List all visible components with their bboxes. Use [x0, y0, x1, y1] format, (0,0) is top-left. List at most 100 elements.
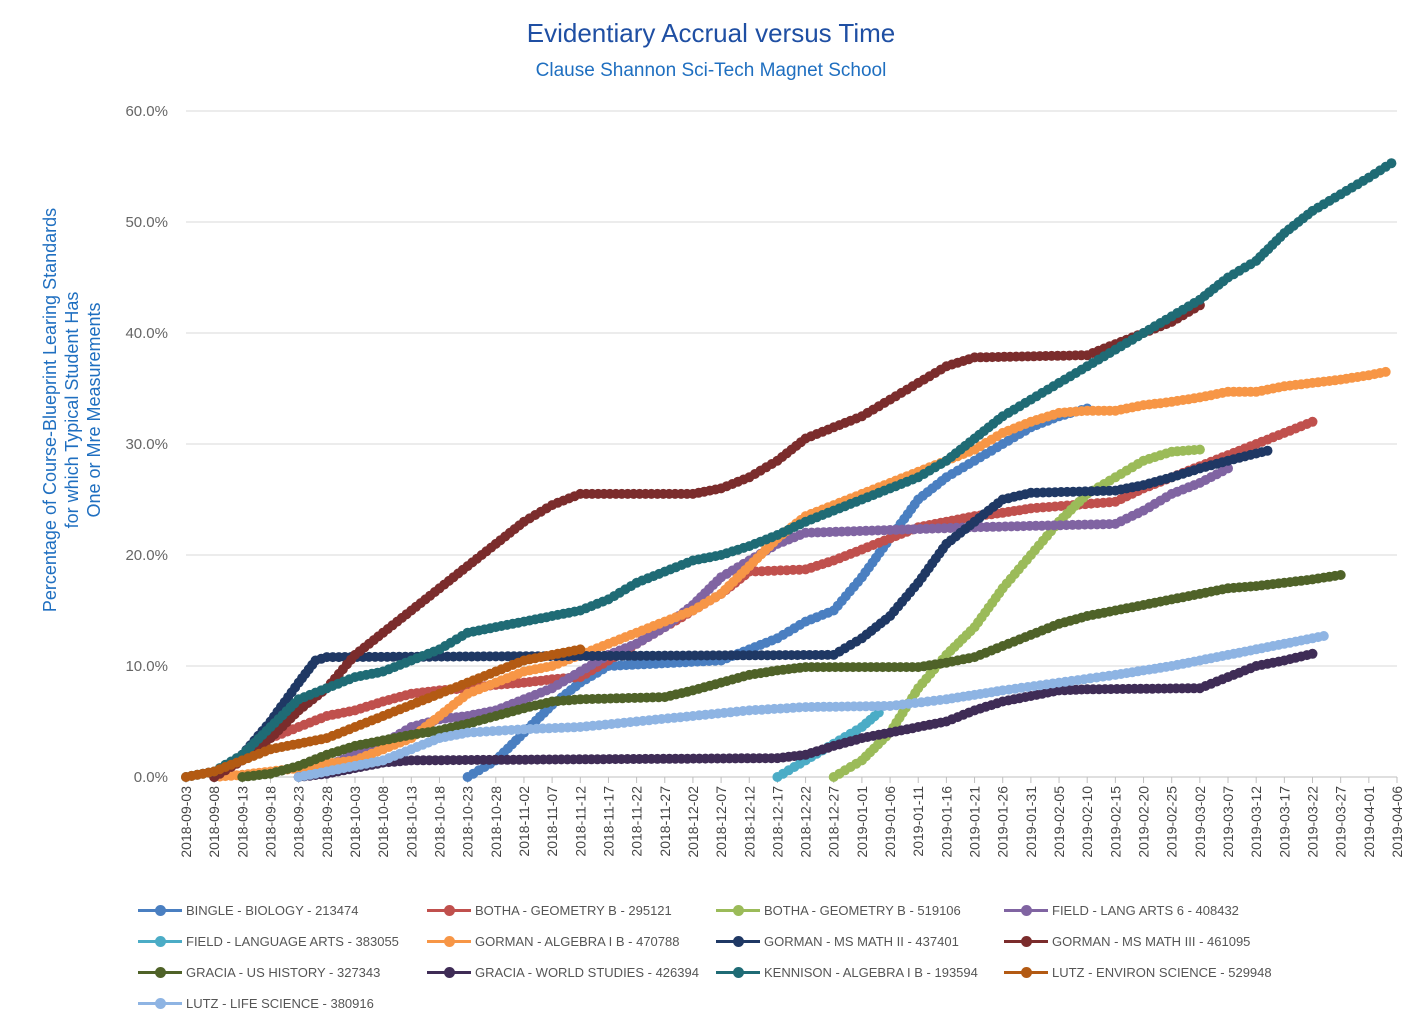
x-tick-label: 2018-11-17	[600, 786, 616, 857]
series-layer	[181, 158, 1397, 782]
legend-item: LUTZ - LIFE SCIENCE - 380916	[138, 993, 374, 1013]
legend-item: GRACIA - US HISTORY - 327343	[138, 962, 380, 982]
x-tick-label: 2018-09-28	[319, 786, 335, 858]
legend-label: LUTZ - ENVIRON SCIENCE - 529948	[1052, 964, 1272, 980]
x-tick-label: 2018-10-03	[347, 786, 363, 858]
legend-label: FIELD - LANGUAGE ARTS - 383055	[186, 933, 399, 949]
legend-item: GORMAN - MS MATH III - 461095	[1004, 931, 1250, 951]
legend-label: GRACIA - US HISTORY - 327343	[186, 964, 381, 980]
legend-label: GORMAN - MS MATH II - 437401	[764, 933, 959, 949]
legend-label: BINGLE - BIOLOGY - 213474	[186, 902, 359, 918]
series-marker	[1380, 366, 1391, 377]
x-tick-label: 2018-09-23	[291, 786, 307, 858]
legend-swatch	[716, 931, 760, 951]
x-tick-label: 2018-09-13	[234, 786, 250, 858]
x-tick-label: 2018-12-07	[713, 786, 729, 858]
series-marker	[575, 644, 586, 655]
legend-swatch	[427, 900, 471, 920]
legend-label: BOTHA - GEOMETRY B - 295121	[475, 902, 672, 918]
legend-swatch	[716, 962, 760, 982]
x-tick-label: 2019-02-10	[1079, 786, 1095, 858]
y-tick-label: 50.0%	[125, 214, 168, 231]
legend-label: GRACIA - WORLD STUDIES - 426394	[475, 964, 699, 980]
x-tick-label: 2019-04-06	[1389, 786, 1405, 858]
x-tick-label: 2018-12-27	[826, 786, 842, 858]
series-marker	[1318, 631, 1329, 641]
y-tick-label: 0.0%	[134, 769, 168, 786]
axes: 0.0% 10.0% 20.0% 30.0% 40.0% 50.0% 60.0% 2018-0…	[125, 103, 1405, 858]
legend-item: GORMAN - ALGEBRA I B - 470788	[427, 931, 679, 951]
legend-item: BOTHA - GEOMETRY B - 519106	[716, 900, 961, 920]
x-tick-label: 2019-03-07	[1220, 786, 1236, 858]
x-tick-label: 2018-10-08	[375, 786, 391, 858]
x-tick-label: 2019-01-01	[854, 786, 870, 858]
series-marker	[1194, 444, 1205, 455]
x-tick-label: 2019-01-06	[882, 786, 898, 858]
legend-item: FIELD - LANGUAGE ARTS - 383055	[138, 931, 399, 951]
x-tick-label: 2018-10-18	[431, 786, 447, 858]
legend-swatch	[716, 900, 760, 920]
legend-swatch	[1004, 962, 1048, 982]
x-tick-label: 2018-11-02	[516, 786, 532, 857]
chart-plot: 0.0% 10.0% 20.0% 30.0% 40.0% 50.0% 60.0% 2018-0…	[125, 103, 1405, 858]
series-marker	[1386, 158, 1397, 169]
x-tick-label: 2018-11-22	[629, 786, 645, 857]
y-tick-label: 30.0%	[125, 436, 168, 453]
series-11	[181, 158, 1397, 782]
x-tick-label: 2018-12-02	[685, 786, 701, 858]
y-tick-label: 20.0%	[125, 547, 168, 564]
series-8	[209, 300, 1205, 782]
legend-swatch	[138, 900, 182, 920]
series-marker	[1307, 648, 1318, 659]
y-tick-label: 40.0%	[125, 325, 168, 342]
x-tick-label: 2018-12-22	[798, 786, 814, 858]
series-13	[293, 631, 1329, 782]
x-tick-label: 2019-03-02	[1192, 786, 1208, 858]
legend-swatch	[427, 962, 471, 982]
x-tick-label: 2019-02-15	[1107, 786, 1123, 858]
x-tick-label: 2018-12-17	[769, 786, 785, 858]
series-marker	[1335, 570, 1346, 580]
legend-item: BOTHA - GEOMETRY B - 295121	[427, 900, 672, 920]
x-tick-label: 2018-11-27	[657, 786, 673, 857]
series-9	[237, 570, 1346, 782]
legend-item: GORMAN - MS MATH II - 437401	[716, 931, 959, 951]
legend-label: KENNISON - ALGEBRA I B - 193594	[764, 964, 978, 980]
x-tick-label: 2018-11-12	[572, 786, 588, 857]
chart-subtitle: Clause Shannon Sci-Tech Magnet School	[535, 60, 887, 81]
x-tick-label: 2019-01-26	[995, 786, 1011, 858]
legend-swatch	[1004, 900, 1048, 920]
legend-swatch	[138, 962, 182, 982]
legend-swatch	[138, 993, 182, 1013]
x-tick-label: 2018-09-03	[178, 786, 194, 858]
x-tick-label: 2019-02-20	[1136, 786, 1152, 858]
legend-label: GORMAN - ALGEBRA I B - 470788	[475, 933, 680, 949]
x-tick-label: 2019-02-25	[1164, 786, 1180, 858]
x-tick-label: 2018-09-18	[262, 786, 278, 858]
series-12	[181, 644, 586, 782]
x-tick-label: 2018-10-13	[403, 786, 419, 858]
legend-item: BINGLE - BIOLOGY - 213474	[138, 900, 358, 920]
legend-swatch	[427, 931, 471, 951]
x-tick-label: 2019-01-31	[1023, 786, 1039, 858]
legend-label: BOTHA - GEOMETRY B - 519106	[764, 902, 961, 918]
x-tick-label: 2019-01-21	[967, 786, 983, 858]
x-tick-label: 2019-03-12	[1248, 786, 1264, 858]
legend-label: FIELD - LANG ARTS 6 - 408432	[1052, 902, 1239, 918]
x-tick-label: 2018-09-08	[206, 786, 222, 858]
x-tick-label: 2018-10-23	[460, 786, 476, 858]
legend-swatch	[1004, 931, 1048, 951]
x-tick-label: 2019-03-22	[1305, 786, 1321, 858]
series-10	[293, 648, 1318, 782]
x-tick-label: 2019-02-05	[1051, 786, 1067, 858]
legend-item: KENNISON - ALGEBRA I B - 193594	[716, 962, 978, 982]
legend-item: FIELD - LANG ARTS 6 - 408432	[1004, 900, 1239, 920]
x-tick-label: 2019-03-27	[1333, 786, 1349, 858]
y-tick-label: 10.0%	[125, 658, 168, 675]
series-marker	[1262, 445, 1273, 456]
x-tick-label: 2019-01-16	[938, 786, 954, 858]
x-tick-label: 2019-03-17	[1276, 786, 1292, 858]
x-tick-label: 2018-12-12	[741, 786, 757, 858]
x-tick-label: 2019-04-01	[1361, 786, 1377, 858]
series-3	[828, 444, 1205, 782]
